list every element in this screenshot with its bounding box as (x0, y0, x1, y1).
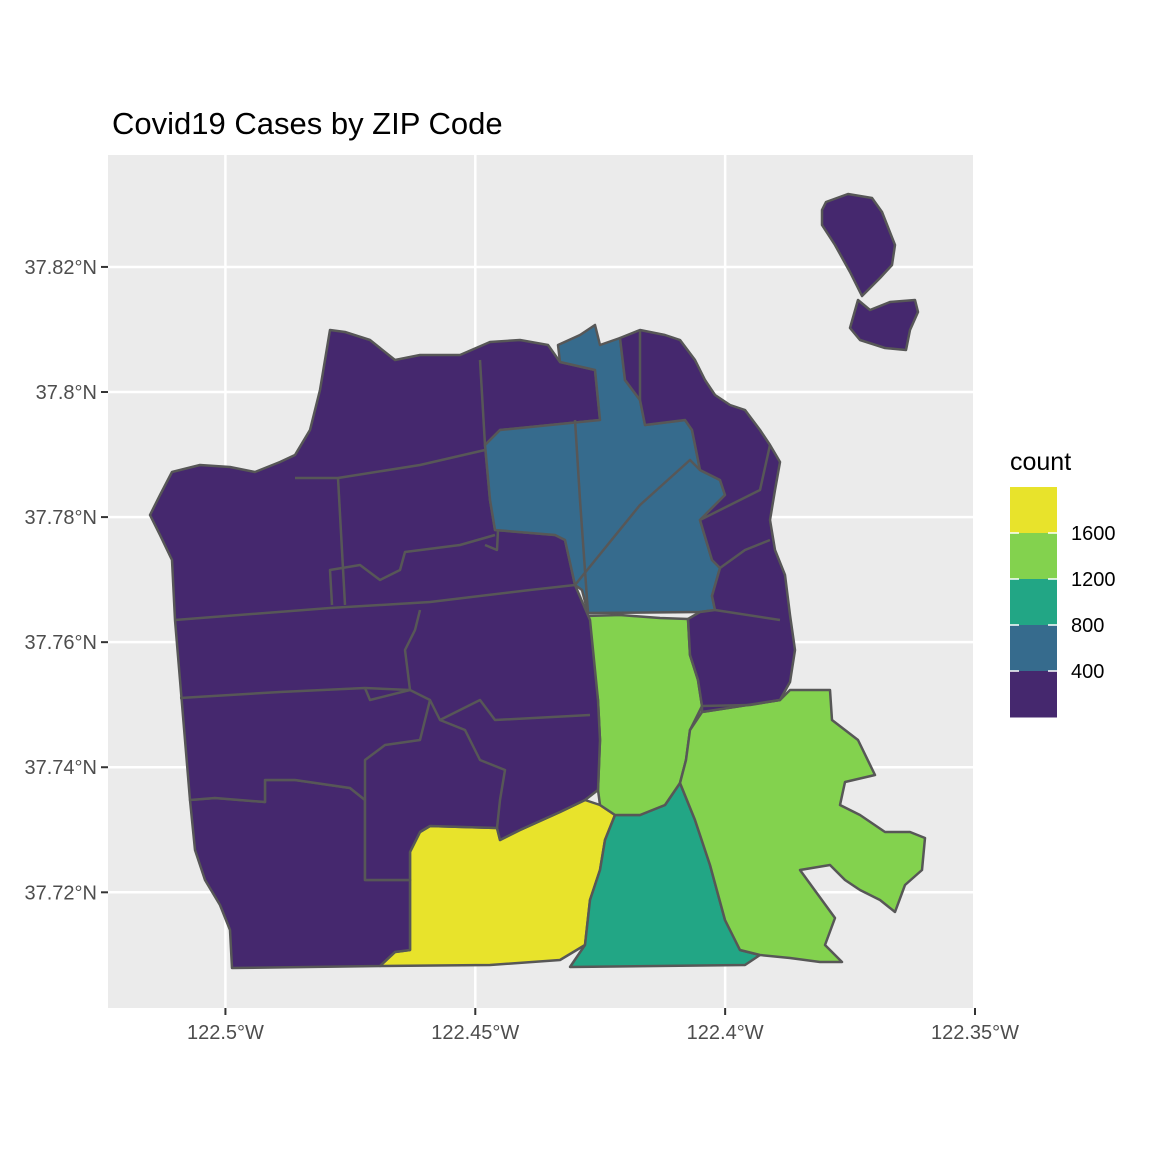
legend-swatch-2 (1010, 579, 1057, 626)
region-blue-west-edge (484, 529, 500, 552)
chart-title: Covid19 Cases by ZIP Code (112, 106, 503, 141)
legend-swatch-0 (1010, 487, 1057, 534)
legend-title: count (1010, 448, 1071, 476)
axis-tick-labels: 122.5°W 122.45°W 122.4°W 122.35°W 37.72°N 37.… (25, 257, 1020, 1044)
x-tick-label-0: 122.5°W (187, 1022, 264, 1044)
x-tick-label-2: 122.4°W (687, 1022, 764, 1044)
y-tick-label-2: 37.76°N (25, 632, 98, 654)
legend-label-0: 1600 (1071, 523, 1116, 545)
y-tick-label-0: 37.72°N (25, 882, 98, 904)
region-treasure-island (820, 192, 897, 298)
y-tick-label-1: 37.74°N (25, 757, 98, 779)
region-green-east (678, 688, 927, 964)
x-tick-label-1: 122.45°W (431, 1022, 519, 1044)
legend-swatch-3 (1010, 625, 1057, 672)
region-yerba-buena (848, 298, 920, 352)
legend: count 1600 1200 800 400 (1010, 448, 1116, 718)
legend-label-3: 400 (1071, 661, 1104, 683)
legend-labels: 1600 1200 800 400 (1010, 523, 1116, 683)
legend-swatch-4 (1010, 671, 1057, 718)
legend-swatch-1 (1010, 533, 1057, 580)
y-tick-label-4: 37.8°N (36, 382, 97, 404)
region-boundaries (174, 330, 781, 829)
axis-ticks (101, 265, 976, 1015)
legend-label-1: 1200 (1071, 569, 1116, 591)
y-tick-label-5: 37.82°N (25, 257, 98, 279)
y-tick-label-3: 37.78°N (25, 507, 98, 529)
x-tick-label-3: 122.35°W (931, 1022, 1019, 1044)
legend-colorbar (1010, 487, 1057, 718)
legend-label-2: 800 (1071, 615, 1104, 637)
